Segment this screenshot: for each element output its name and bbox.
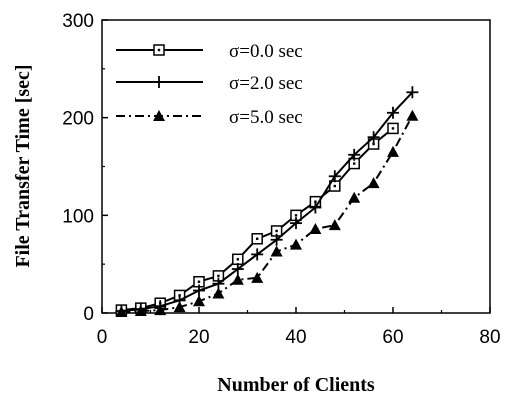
- legend-label: σ=0.0 sec: [229, 41, 303, 62]
- data-point-triangle: [309, 223, 322, 235]
- data-point-triangle: [212, 287, 225, 299]
- x-axis-title: Number of Clients: [217, 374, 375, 396]
- data-point-plus: [270, 233, 283, 246]
- data-point-plus: [348, 148, 361, 161]
- data-point-triangle: [173, 301, 186, 313]
- legend-label: σ=2.0 sec: [229, 73, 303, 94]
- legend-item: σ=5.0 sec: [116, 107, 303, 128]
- data-point-triangle: [348, 191, 361, 203]
- data-point-triangle: [154, 304, 167, 316]
- data-point-plus: [367, 131, 380, 144]
- data-point-plus: [153, 76, 165, 88]
- data-point-plus: [387, 106, 399, 119]
- legend: σ=0.0 sec σ=2.0 sec σ=5.0 sec: [116, 41, 303, 128]
- legend-label: σ=5.0 sec: [229, 107, 303, 128]
- data-point-plus: [251, 248, 264, 261]
- data-point-square: [232, 253, 244, 266]
- x-tick-label: 0: [97, 327, 108, 348]
- y-tick-label: 0: [83, 304, 94, 325]
- data-point-square: [251, 233, 263, 245]
- data-point-plus: [328, 170, 341, 183]
- data-point-triangle: [406, 109, 419, 121]
- data-point-triangle: [367, 177, 380, 189]
- data-point-square: [153, 44, 165, 56]
- data-point-triangle: [231, 273, 244, 285]
- data-point-triangle: [115, 306, 128, 318]
- data-point-plus: [193, 284, 205, 297]
- legend-item: σ=2.0 sec: [116, 73, 303, 94]
- data-point-plus: [231, 263, 244, 276]
- data-point-triangle: [387, 145, 399, 157]
- data-point-triangle: [290, 238, 302, 250]
- data-point-plus: [309, 201, 322, 214]
- data-point-plus: [406, 86, 419, 99]
- data-point-triangle: [270, 245, 283, 257]
- x-tick-label: 20: [188, 327, 209, 348]
- data-point-triangle: [193, 295, 205, 307]
- data-point-triangle: [251, 271, 264, 283]
- data-point-triangle: [328, 219, 341, 231]
- data-point-triangle: [153, 110, 165, 121]
- y-axis-title: File Transfer Time [sec]: [12, 64, 34, 267]
- y-tick-label: 100: [62, 206, 94, 227]
- plot-frame: [101, 19, 491, 314]
- x-tick-label: 40: [285, 327, 306, 348]
- y-tick-label: 300: [62, 11, 94, 32]
- data-point-triangle: [134, 305, 147, 317]
- data-point-plus: [290, 217, 302, 230]
- data-point-square: [387, 122, 399, 135]
- series-line: [121, 115, 414, 313]
- legend-item: σ=0.0 sec: [116, 41, 303, 62]
- x-tick-label: 80: [479, 327, 500, 348]
- y-tick-label: 200: [62, 109, 94, 130]
- series-3: [115, 109, 419, 318]
- x-tick-label: 60: [382, 327, 403, 348]
- series-line: [121, 91, 414, 312]
